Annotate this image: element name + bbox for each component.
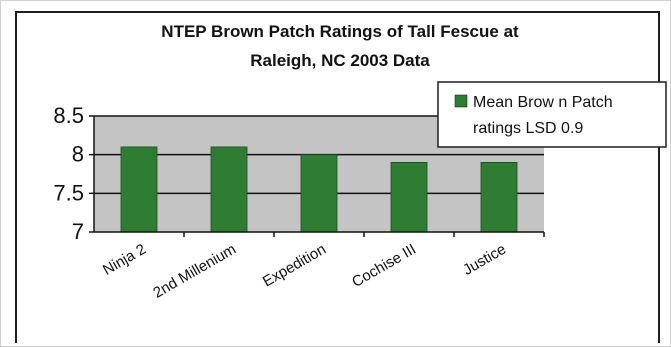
bar-3 (390, 161, 428, 233)
y-tick-labels: 7 7.5 8 8.5 (53, 103, 94, 244)
x-tick-label-0: Ninja 2 (100, 241, 149, 279)
x-tick-label-4: Justice (460, 241, 509, 279)
y-tick-label-2: 8 (72, 142, 84, 167)
chart-title-line-2: Raleigh, NC 2003 Data (250, 51, 430, 70)
bar-4 (480, 161, 518, 233)
x-tick-labels: Ninja 2 2nd Millenium Expedition Cochise II… (100, 232, 545, 302)
y-tick-label-0: 7 (72, 219, 84, 244)
bar-0 (120, 146, 158, 233)
chart-title-line-1: NTEP Brown Patch Ratings of Tall Fescue … (161, 22, 519, 41)
x-tick-label-1: 2nd Millenium (150, 241, 239, 302)
legend-box (437, 81, 667, 148)
bar-2 (300, 154, 338, 233)
x-tick-label-2: Expedition (260, 241, 329, 291)
y-tick-label-1: 7.5 (53, 180, 84, 205)
x-tick-label-3: Cochise III (349, 241, 419, 291)
legend-label-line-2: ratings LSD 0.9 (473, 120, 583, 137)
legend-label-line-1: Mean Brow n Patch (473, 94, 613, 111)
y-tick-label-3: 8.5 (53, 103, 84, 128)
bar-1 (210, 146, 248, 233)
legend: Mean Brow n Patch ratings LSD 0.9 (437, 81, 667, 148)
legend-swatch (454, 94, 468, 108)
